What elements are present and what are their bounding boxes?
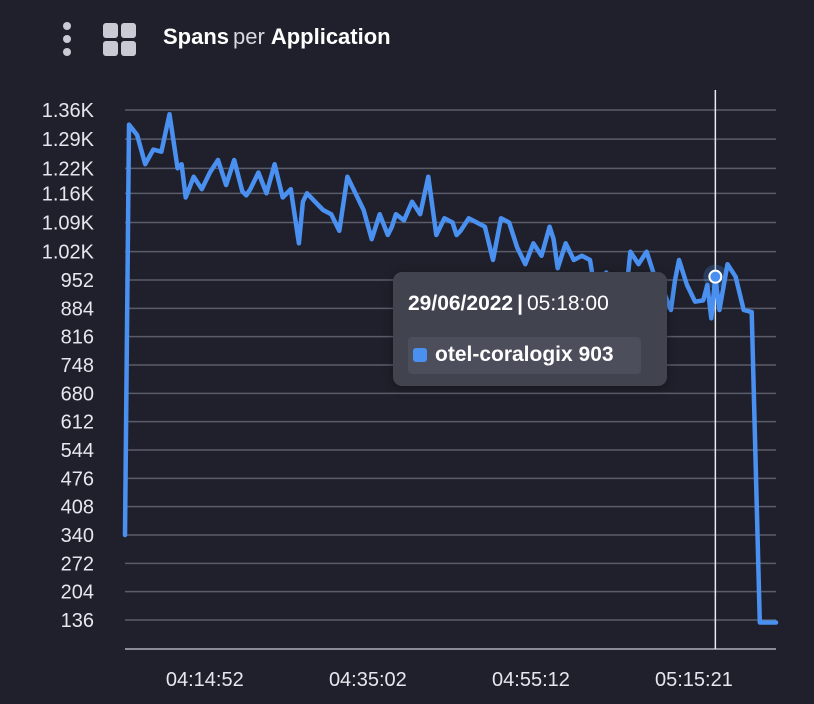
tooltip-series-value: otel-coralogix 903 bbox=[435, 343, 614, 366]
y-tick-label: 476 bbox=[61, 468, 94, 490]
chart-tooltip: 29/06/2022 | 05:18:00 otel-coralogix 903 bbox=[393, 272, 667, 386]
title-application: Application bbox=[270, 24, 391, 49]
x-tick-label: 04:14:52 bbox=[166, 669, 244, 691]
x-tick-label: 05:15:21 bbox=[655, 669, 733, 691]
series-line bbox=[122, 111, 779, 625]
y-tick-label: 884 bbox=[61, 298, 94, 320]
tooltip-series-row: otel-coralogix 903 bbox=[408, 337, 641, 374]
series-color-swatch bbox=[413, 348, 427, 362]
chart-title: Spans per Application bbox=[163, 24, 391, 50]
kebab-menu-icon[interactable] bbox=[58, 22, 78, 56]
y-tick-label: 340 bbox=[61, 525, 94, 547]
y-tick-label: 1.02K bbox=[42, 242, 95, 264]
y-tick-label: 272 bbox=[61, 553, 94, 575]
y-tick-label: 408 bbox=[61, 497, 94, 519]
chart-header: Spans per Application bbox=[0, 0, 814, 80]
y-tick-label: 204 bbox=[61, 582, 94, 604]
title-spans: Spans bbox=[163, 24, 230, 49]
x-tick-label: 04:55:12 bbox=[492, 669, 570, 691]
y-tick-label: 1.22K bbox=[42, 158, 95, 180]
x-tick-label: 04:35:02 bbox=[329, 669, 407, 691]
y-tick-label: 1.09K bbox=[42, 213, 95, 235]
grid-layout-icon[interactable] bbox=[103, 23, 137, 57]
y-tick-label: 748 bbox=[61, 355, 94, 377]
y-tick-label: 612 bbox=[61, 412, 94, 434]
y-tick-label: 816 bbox=[61, 327, 94, 349]
y-tick-label: 136 bbox=[61, 610, 94, 632]
tooltip-time: 05:18:00 bbox=[527, 292, 609, 315]
y-tick-label: 544 bbox=[61, 440, 94, 462]
y-tick-label: 680 bbox=[61, 383, 94, 405]
tooltip-date: 29/06/2022 bbox=[408, 292, 514, 315]
y-tick-label: 1.36K bbox=[42, 100, 95, 122]
y-tick-label: 952 bbox=[61, 270, 94, 292]
y-tick-label: 1.16K bbox=[42, 183, 95, 205]
title-per: per bbox=[233, 24, 265, 49]
hover-point bbox=[708, 269, 723, 284]
tooltip-header: 29/06/2022 | 05:18:00 bbox=[408, 292, 609, 315]
y-tick-label: 1.29K bbox=[42, 129, 95, 151]
